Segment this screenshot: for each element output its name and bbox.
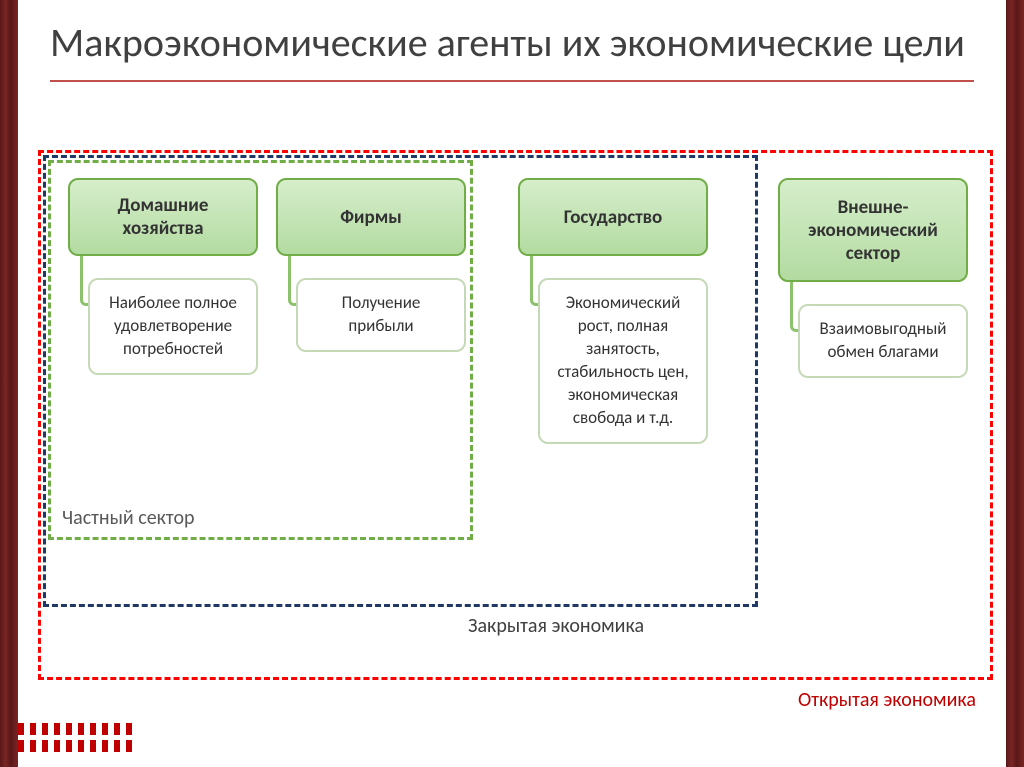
title-underline xyxy=(50,80,974,82)
goal-box: Взаимовыгодный обмен благами xyxy=(798,304,968,378)
agent-box: Внешне-экономический сектор xyxy=(778,178,968,282)
curtain-right xyxy=(1006,0,1024,767)
curtain-left xyxy=(0,0,18,767)
agent-group-firms: Фирмы Получение прибыли xyxy=(276,178,466,352)
agent-group-households: Домашние хозяйства Наиболее полное удовл… xyxy=(68,178,258,375)
open-economy-label: Открытая экономика xyxy=(798,688,976,712)
decorative-stripe xyxy=(18,723,136,735)
decorative-stripe xyxy=(18,740,136,752)
goal-box: Получение прибыли xyxy=(296,278,466,352)
agent-group-foreign: Внешне-экономический сектор Взаимовыгодн… xyxy=(778,178,968,378)
closed-economy-label: Закрытая экономика xyxy=(468,614,644,638)
agent-box: Домашние хозяйства xyxy=(68,178,258,256)
goal-box: Наиболее полное удовлетворение потребнос… xyxy=(88,278,258,375)
slide-content: Макроэкономические агенты их экономическ… xyxy=(18,0,1006,767)
goal-box: Экономический рост, полная занятость, ст… xyxy=(538,278,708,444)
agent-box: Государство xyxy=(518,178,708,256)
private-sector-label: Частный сектор xyxy=(62,506,195,530)
agent-group-state: Государство Экономический рост, полная з… xyxy=(518,178,708,444)
slide-title: Макроэкономические агенты их экономическ… xyxy=(18,0,1006,74)
agent-box: Фирмы xyxy=(276,178,466,256)
